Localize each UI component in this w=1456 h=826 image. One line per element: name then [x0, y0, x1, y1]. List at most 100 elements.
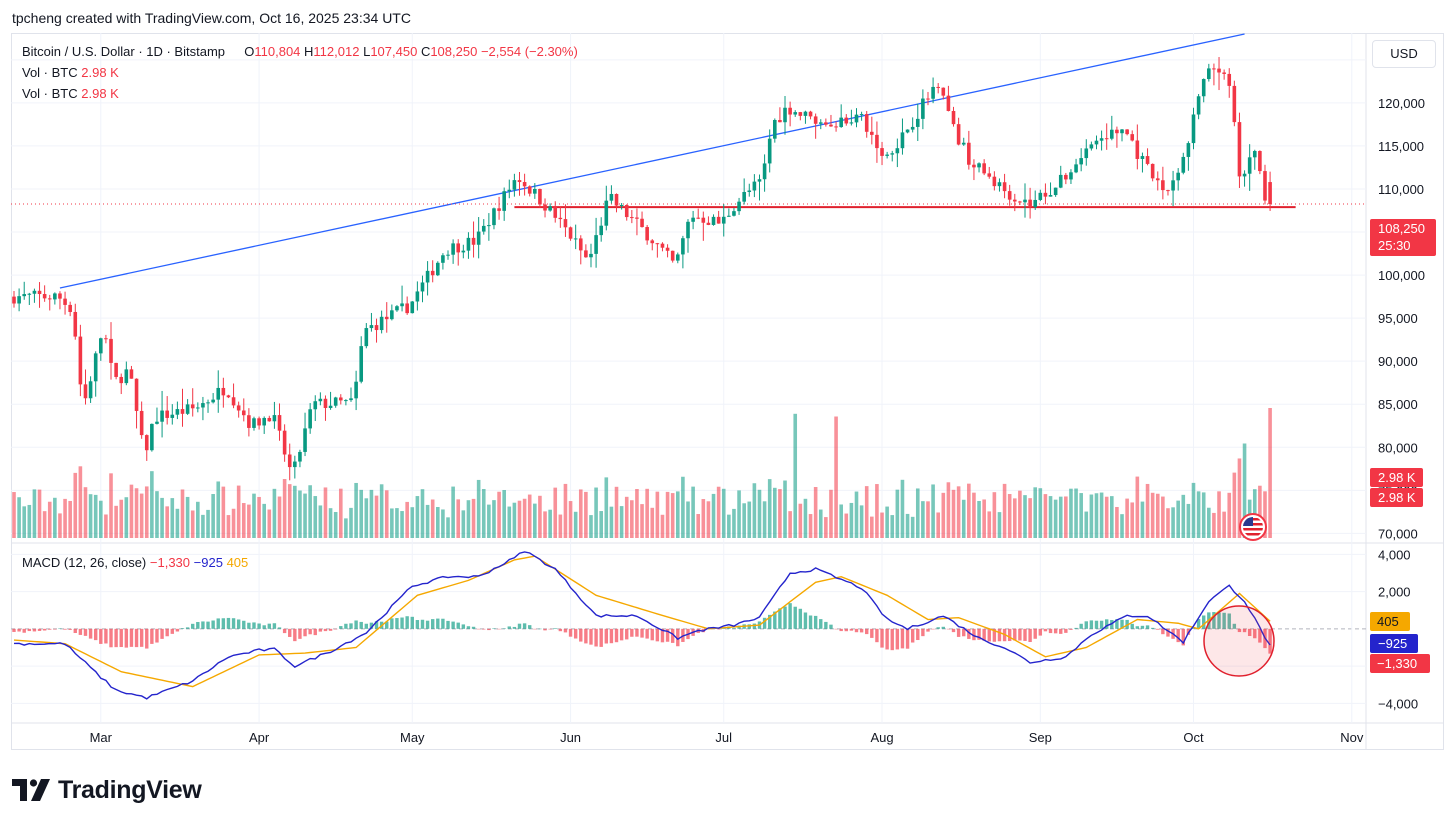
candle-body [231, 397, 236, 406]
candle-body [47, 298, 52, 300]
volume-bar [497, 491, 501, 538]
candle-body [1043, 192, 1048, 197]
volume-bar [272, 488, 277, 538]
symbol-title[interactable]: Bitcoin / U.S. Dollar · 1D · Bitstamp [22, 44, 225, 59]
macd-histogram-bar [1130, 623, 1134, 629]
candle-body [369, 325, 374, 329]
candle-body [1237, 122, 1242, 177]
candle-body [849, 122, 854, 124]
macd-histogram-bar [272, 623, 277, 629]
candle-body [507, 189, 512, 192]
volume-bar [527, 494, 532, 538]
candle-body [1196, 96, 1201, 115]
candle-body [190, 404, 195, 409]
macd-histogram-bar [553, 628, 557, 629]
currency-selector[interactable]: USD [1372, 40, 1436, 68]
volume-bar [1125, 498, 1129, 538]
volume-bar [824, 517, 828, 538]
candle-body [93, 353, 98, 382]
volume-bar [303, 493, 307, 538]
candle-body [1150, 163, 1155, 179]
drawing-lines[interactable] [11, 33, 1366, 289]
candle-body [655, 243, 660, 245]
candle-body [374, 325, 379, 331]
candle-body [287, 454, 292, 468]
volume-label[interactable]: Vol · BTC [22, 65, 78, 80]
macd-histogram-bar [640, 628, 644, 638]
volume-bar [456, 499, 461, 538]
volume-bar [875, 484, 879, 538]
candle-body [492, 208, 496, 226]
macd-histogram-bar [63, 628, 67, 630]
macd-histogram-bar [12, 628, 16, 632]
volume-bar [834, 416, 838, 538]
volume-bar [1207, 507, 1211, 538]
macd-histogram-bar [1161, 628, 1165, 635]
macd-histogram-bar [558, 628, 563, 632]
candle-body [997, 182, 1002, 187]
volume-value: 2.98 K [81, 65, 119, 80]
volume-bar [415, 496, 420, 538]
macd-hist-value: −1,330 [149, 555, 191, 570]
macd-histogram-bar [303, 628, 307, 637]
candle-body [890, 153, 895, 155]
macd-histogram-bar [32, 628, 37, 632]
volume-bar [1053, 499, 1058, 538]
macd-histogram-bar [293, 628, 297, 642]
macd-histogram-bar [109, 628, 113, 648]
candle-body [630, 217, 634, 219]
volume-bar [1222, 511, 1226, 538]
macd-histogram-bar [762, 617, 767, 629]
volume-bar [42, 511, 47, 538]
volume-bar [1242, 443, 1247, 538]
candle-body [1130, 134, 1135, 141]
macd-histogram-bar [451, 621, 455, 629]
volume-bar [895, 489, 900, 538]
macd-histogram-bar [349, 623, 353, 629]
volume-bar [1110, 496, 1114, 538]
macd-line-value: −925 [193, 555, 223, 570]
time-tick-label: Nov [1340, 730, 1364, 745]
candle-body [701, 217, 706, 223]
candle-body [752, 181, 757, 191]
volume-bar [645, 488, 649, 538]
macd-histogram-bar [58, 628, 62, 629]
macd-histogram-bar [967, 628, 971, 639]
macd-highlight-circle[interactable] [1203, 605, 1275, 677]
macd-label[interactable]: MACD (12, 26, close) [22, 555, 147, 570]
candle-body [129, 369, 134, 379]
candle-body [99, 338, 103, 354]
tradingview-logo[interactable]: TradingView [12, 774, 202, 806]
time-tick-label: May [400, 730, 425, 745]
volume-bar [665, 491, 670, 538]
macd-histogram-bar [849, 628, 854, 631]
candle-body [37, 290, 42, 295]
volume-bar [1074, 488, 1078, 538]
macd-histogram-bar [99, 628, 103, 644]
volume-bar [441, 509, 445, 538]
volume-bar [17, 497, 21, 538]
macd-histogram-bar [1217, 612, 1221, 629]
volume-label[interactable]: Vol · BTC [22, 86, 78, 101]
price-tick-label: 85,000 [1378, 397, 1418, 412]
candle-body [63, 298, 67, 305]
candle-body [599, 225, 603, 236]
macd-histogram-bar [201, 621, 205, 629]
candle-body [272, 415, 277, 422]
volume-bar [742, 503, 746, 538]
candle-body [1058, 174, 1063, 188]
volume-legend-2: Vol · BTC 2.98 K [22, 86, 119, 101]
macd-legend: MACD (12, 26, close) −1,330 −925 405 [22, 555, 248, 570]
macd-histogram-bar [573, 628, 578, 639]
volume-bar [737, 490, 741, 538]
candle-body [83, 384, 88, 399]
us-flag-icon[interactable] [1239, 513, 1267, 541]
candle-body [762, 163, 767, 180]
candle-body [921, 98, 925, 119]
volume-bar [1212, 512, 1216, 538]
candle-body [972, 164, 976, 168]
volume-bar [818, 509, 823, 538]
macd-histogram-bar [630, 628, 634, 637]
macd-histogram-bar [226, 617, 231, 629]
